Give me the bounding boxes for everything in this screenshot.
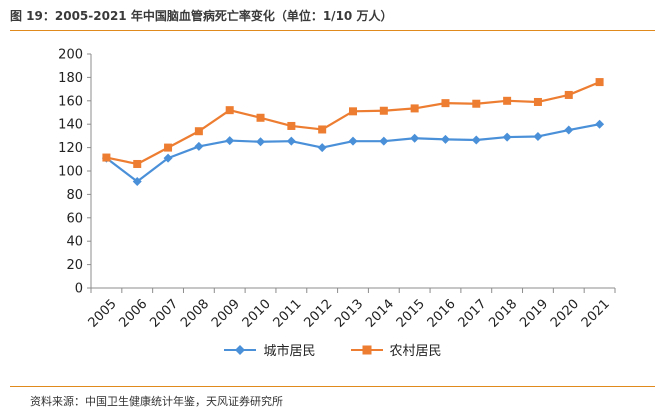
y-tick-label: 160 xyxy=(58,94,83,109)
data-point-rural xyxy=(133,159,142,168)
data-point-rural xyxy=(379,106,388,115)
data-point-rural xyxy=(256,113,265,122)
chart-axes xyxy=(90,54,615,289)
x-tick-label: 2006 xyxy=(116,297,150,331)
chart-legend: 城市居民 农村居民 xyxy=(0,340,665,359)
data-point-rural xyxy=(595,78,604,87)
x-axis-ticks: 2005200620072008200920102011201220132014… xyxy=(86,288,616,331)
x-tick-label: 2016 xyxy=(425,297,459,331)
x-tick-label: 2007 xyxy=(147,297,181,331)
x-tick-label: 2012 xyxy=(301,297,335,331)
y-tick-label: 140 xyxy=(58,118,83,133)
y-tick-label: 20 xyxy=(66,258,83,273)
data-point-rural xyxy=(503,96,512,105)
series-line-rural xyxy=(106,81,601,166)
y-tick-label: 100 xyxy=(58,165,83,180)
legend-marker-rural xyxy=(350,345,383,354)
data-point-urban xyxy=(317,143,327,153)
legend-item-rural: 农村居民 xyxy=(350,340,442,359)
x-tick-label: 2014 xyxy=(363,297,397,331)
footer-divider xyxy=(10,386,655,387)
data-point-rural xyxy=(533,97,542,106)
legend-marker-urban xyxy=(224,344,257,355)
x-tick-label: 2018 xyxy=(486,297,520,331)
y-tick-label: 120 xyxy=(58,141,83,156)
data-point-rural xyxy=(410,104,419,113)
y-tick-label: 40 xyxy=(66,235,83,250)
data-point-urban xyxy=(256,137,266,147)
legend-label-rural: 农村居民 xyxy=(389,344,442,359)
x-tick-label: 2013 xyxy=(332,297,366,331)
y-tick-label: 200 xyxy=(58,48,83,63)
data-point-urban xyxy=(595,119,605,129)
x-tick-label: 2010 xyxy=(240,297,274,331)
data-point-urban xyxy=(564,125,574,135)
data-point-rural xyxy=(287,121,296,130)
y-tick-label: 60 xyxy=(66,211,83,226)
data-point-urban xyxy=(440,134,450,144)
chart-series xyxy=(101,78,605,187)
data-point-rural xyxy=(349,107,357,116)
y-tick-label: 80 xyxy=(66,188,83,203)
data-point-rural xyxy=(102,153,111,162)
x-tick-label: 2017 xyxy=(456,297,490,331)
data-point-rural xyxy=(318,125,327,134)
legend-item-urban: 城市居民 xyxy=(223,340,316,359)
data-point-rural xyxy=(194,127,203,136)
y-axis-ticks: 0 20 40 60 80 100 120 140 160 180 200 xyxy=(58,48,91,297)
data-point-urban xyxy=(163,153,173,163)
x-tick-label: 2005 xyxy=(86,297,120,331)
data-point-urban xyxy=(348,136,358,146)
y-tick-label: 0 xyxy=(75,282,83,297)
title-divider xyxy=(10,30,655,31)
x-tick-label: 2021 xyxy=(579,297,613,331)
data-point-rural xyxy=(225,106,234,115)
data-point-urban xyxy=(533,131,543,141)
y-tick-label: 180 xyxy=(58,71,83,86)
figure-title: 图 19：2005-2021 年中国脑血管病死亡率变化（单位：1/10 万人） xyxy=(10,9,393,23)
data-point-rural xyxy=(472,99,481,108)
data-point-urban xyxy=(502,132,512,142)
data-point-urban xyxy=(132,177,142,187)
x-tick-label: 2015 xyxy=(394,297,428,331)
source-note: 资料来源：中国卫生健康统计年鉴，天风证券研究所 xyxy=(30,395,283,408)
x-tick-label: 2009 xyxy=(209,297,243,331)
data-point-urban xyxy=(379,136,389,146)
x-tick-label: 2019 xyxy=(517,297,551,331)
series-line-urban xyxy=(105,123,600,183)
legend-label-urban: 城市居民 xyxy=(263,344,316,359)
data-point-urban xyxy=(471,135,481,145)
data-point-rural xyxy=(564,90,573,99)
x-tick-label: 2008 xyxy=(178,297,212,331)
x-tick-label: 2020 xyxy=(548,297,582,331)
data-point-rural xyxy=(164,143,173,152)
data-point-rural xyxy=(441,99,450,108)
data-point-urban xyxy=(410,133,420,143)
x-tick-label: 2011 xyxy=(271,297,305,331)
data-point-urban xyxy=(225,136,235,146)
data-point-urban xyxy=(286,136,296,146)
data-point-urban xyxy=(194,141,204,151)
